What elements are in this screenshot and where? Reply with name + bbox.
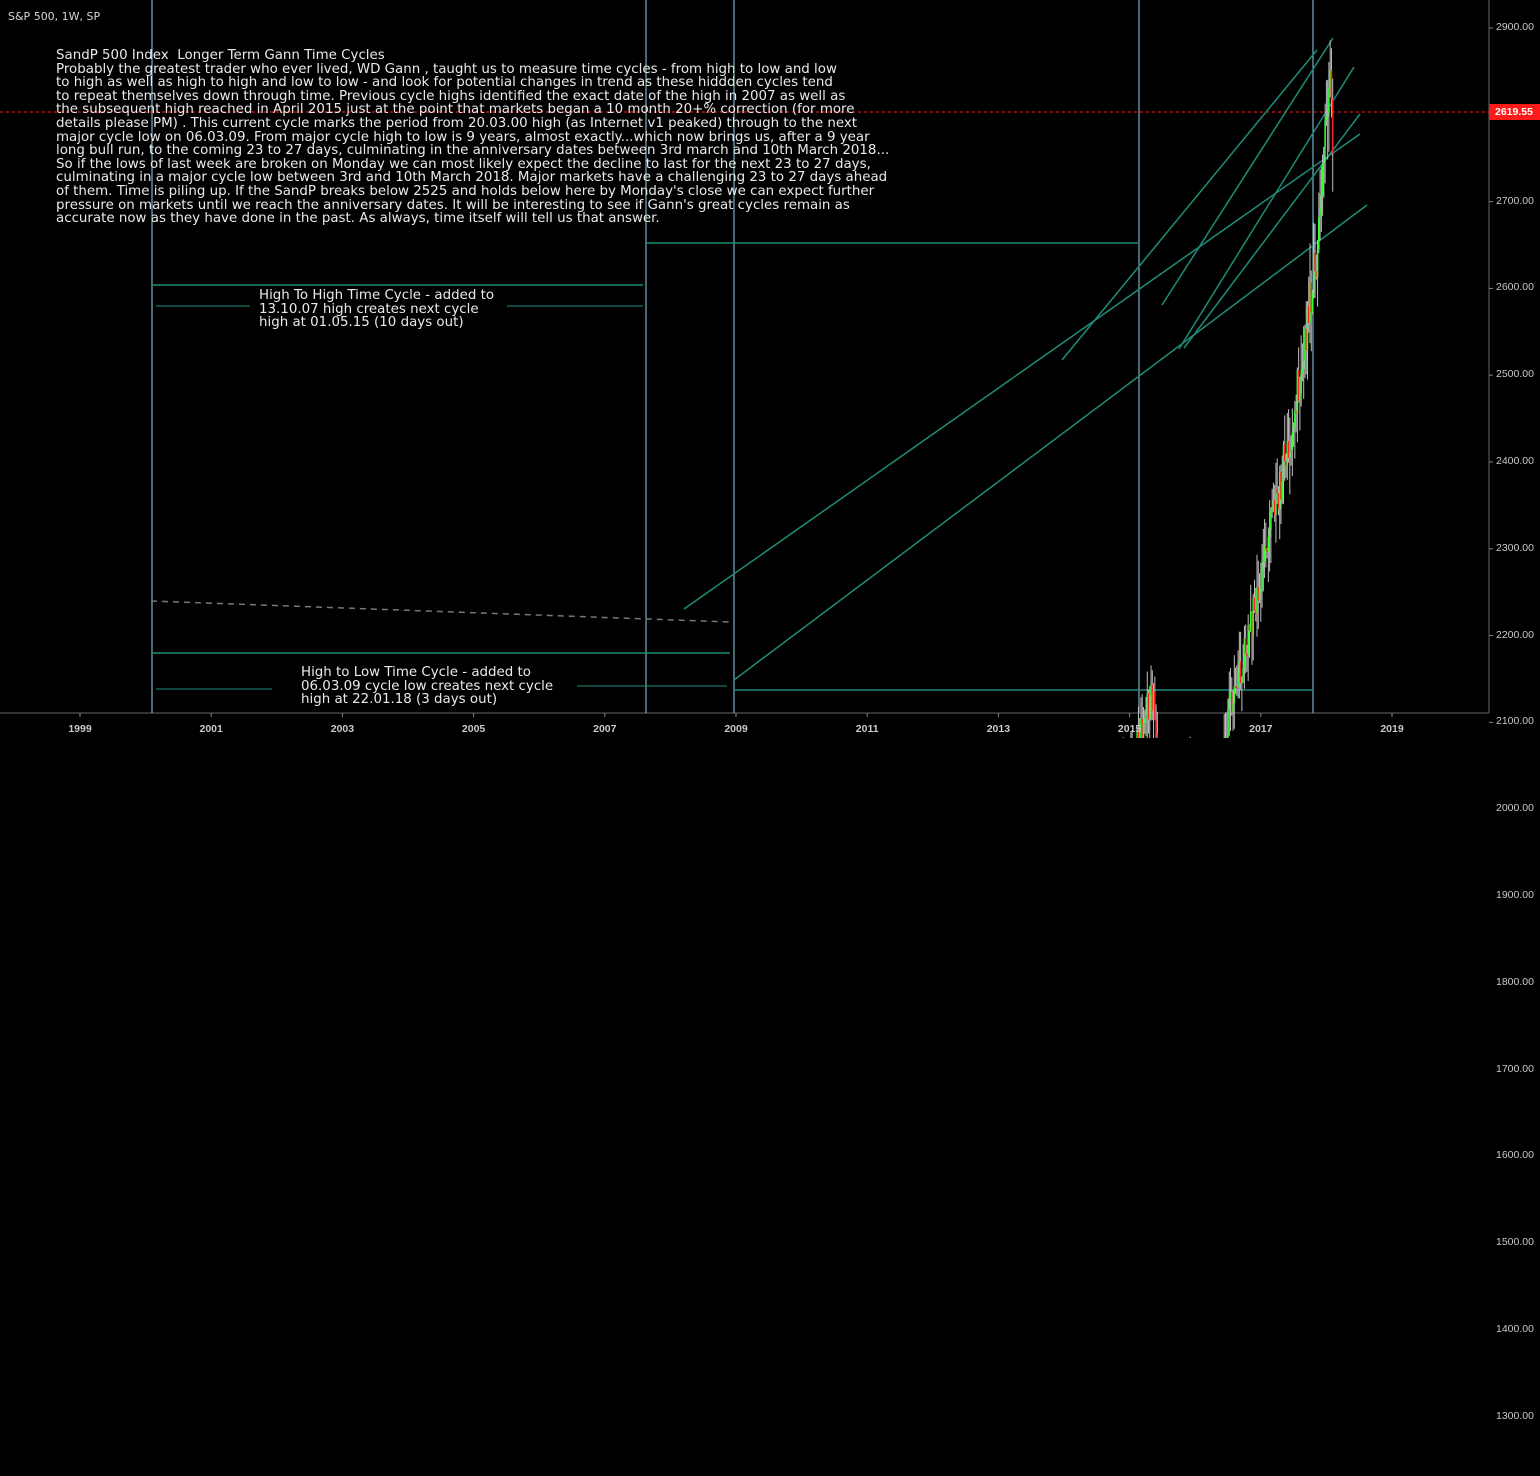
time-tick-label: 2009 [724,723,748,735]
price-tick-label: 1800.00 [1496,975,1534,988]
price-tick-label: 2700.00 [1496,194,1534,207]
time-tick-label: 2003 [330,723,355,735]
price-tick-label: 2300.00 [1496,541,1534,554]
time-tick-label: 1999 [68,723,92,735]
time-tick-label: 2001 [199,723,223,735]
time-tick-label: 2007 [593,723,617,735]
time-tick-label: 2013 [986,723,1011,735]
trendline [683,133,1361,610]
trendline [1183,113,1361,349]
price-tick-label: 1900.00 [1496,889,1534,901]
price-tick-label: 1600.00 [1496,1149,1534,1162]
price-tick-label: 2900.00 [1496,21,1534,33]
time-tick-label: 2015 [1117,723,1142,735]
price-tick-label: 2000.00 [1496,802,1534,815]
price-tick-label: 1300.00 [1496,1409,1534,1422]
price-tick-label: 1400.00 [1496,1323,1534,1335]
trendline [733,204,1368,681]
chart-area[interactable]: S&P 500, 1W, SP SandP 500 Index Longer T… [0,0,1540,1422]
price-tick-label: 1700.00 [1496,1062,1534,1075]
price-tick-label: 2600.00 [1496,281,1534,294]
time-tick-label: 2011 [855,723,879,735]
dashed-support-line [150,600,731,623]
symbol-title: S&P 500, 1W, SP [8,10,101,23]
price-plot[interactable] [0,0,1540,738]
annotation-text: SandP 500 Index Longer Term Gann Time Cy… [56,48,890,227]
trendline [1061,49,1318,361]
time-tick-label: 2005 [461,723,486,735]
time-tick-label: 2017 [1249,723,1273,735]
price-tick-label: 2400.00 [1496,455,1534,467]
high-to-high-label: High To High Time Cycle - added to 13.10… [259,288,495,331]
trendline [1161,37,1334,306]
price-tick-label: 1500.00 [1496,1236,1534,1249]
current-price-tag: 2619.55 [1489,104,1540,120]
price-tick-label: 2100.00 [1496,715,1534,728]
time-tick-label: 2019 [1380,723,1404,735]
price-tick-label: 2200.00 [1496,628,1534,641]
price-tick-label: 2500.00 [1496,368,1534,381]
high-to-low-label: High to Low Time Cycle - added to 06.03.… [301,665,554,708]
